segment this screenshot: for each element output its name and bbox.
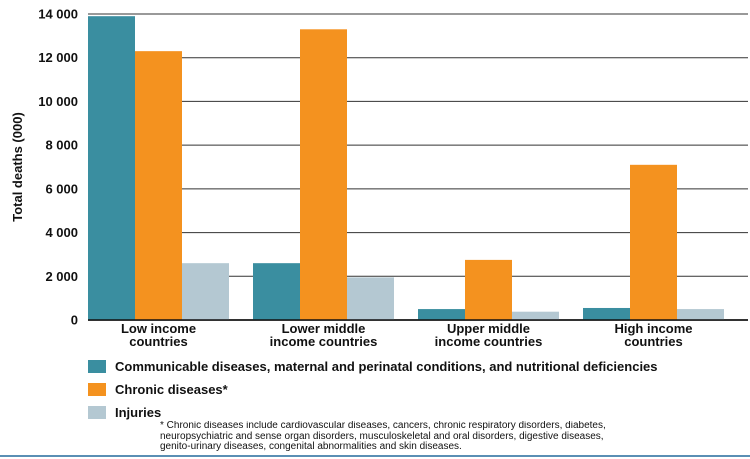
bar-chronic [630,164,677,320]
legend-swatch-chronic [88,382,106,396]
chart-footnote: * Chronic diseases include cardiovascula… [160,421,606,452]
x-category-label: income countries [270,334,378,349]
bar-communicable [88,16,135,320]
bar-injuries [677,309,724,320]
legend-label-injuries: Injuries [115,404,162,420]
legend-item-injuries: Injuries [88,402,658,422]
legend-item-communicable: Communicable diseases, maternal and peri… [88,356,658,376]
y-tick-label: 4 000 [45,225,78,240]
chart-legend: Communicable diseases, maternal and peri… [88,356,658,425]
bar-injuries [347,277,394,320]
legend-item-chronic: Chronic diseases* [88,379,658,399]
bar-injuries [512,311,559,320]
y-tick-label: 8 000 [45,138,78,153]
x-category-label: countries [624,334,683,349]
bar-communicable [418,309,465,320]
x-category-label: countries [129,334,188,349]
y-tick-label: 0 [71,313,78,328]
y-axis-label: Total deaths (000) [10,112,25,222]
legend-label-communicable: Communicable diseases, maternal and peri… [115,358,658,374]
bar-chronic [465,259,512,320]
y-tick-label: 12 000 [38,50,78,65]
x-category-label: Low income [121,321,196,336]
x-category-label: High income [614,321,692,336]
bar-communicable [583,307,630,320]
bar-communicable [253,263,300,320]
x-category-label: income countries [435,334,543,349]
y-tick-label: 2 000 [45,269,78,284]
legend-label-chronic: Chronic diseases* [115,381,228,397]
y-tick-label: 6 000 [45,181,78,196]
x-category-label: Lower middle [282,321,366,336]
x-category-label: Upper middle [447,321,530,336]
legend-swatch-communicable [88,359,106,373]
y-tick-label: 10 000 [38,94,78,109]
bar-chronic [135,51,182,321]
bottom-divider [0,455,750,457]
bar-chart: 0 2 000 4 000 6 000 8 000 10 000 12 000 14 000 T… [10,7,748,349]
legend-swatch-injuries [88,405,106,419]
bar-injuries [182,263,229,320]
bar-chronic [300,29,347,321]
y-tick-label: 14 000 [38,7,78,22]
